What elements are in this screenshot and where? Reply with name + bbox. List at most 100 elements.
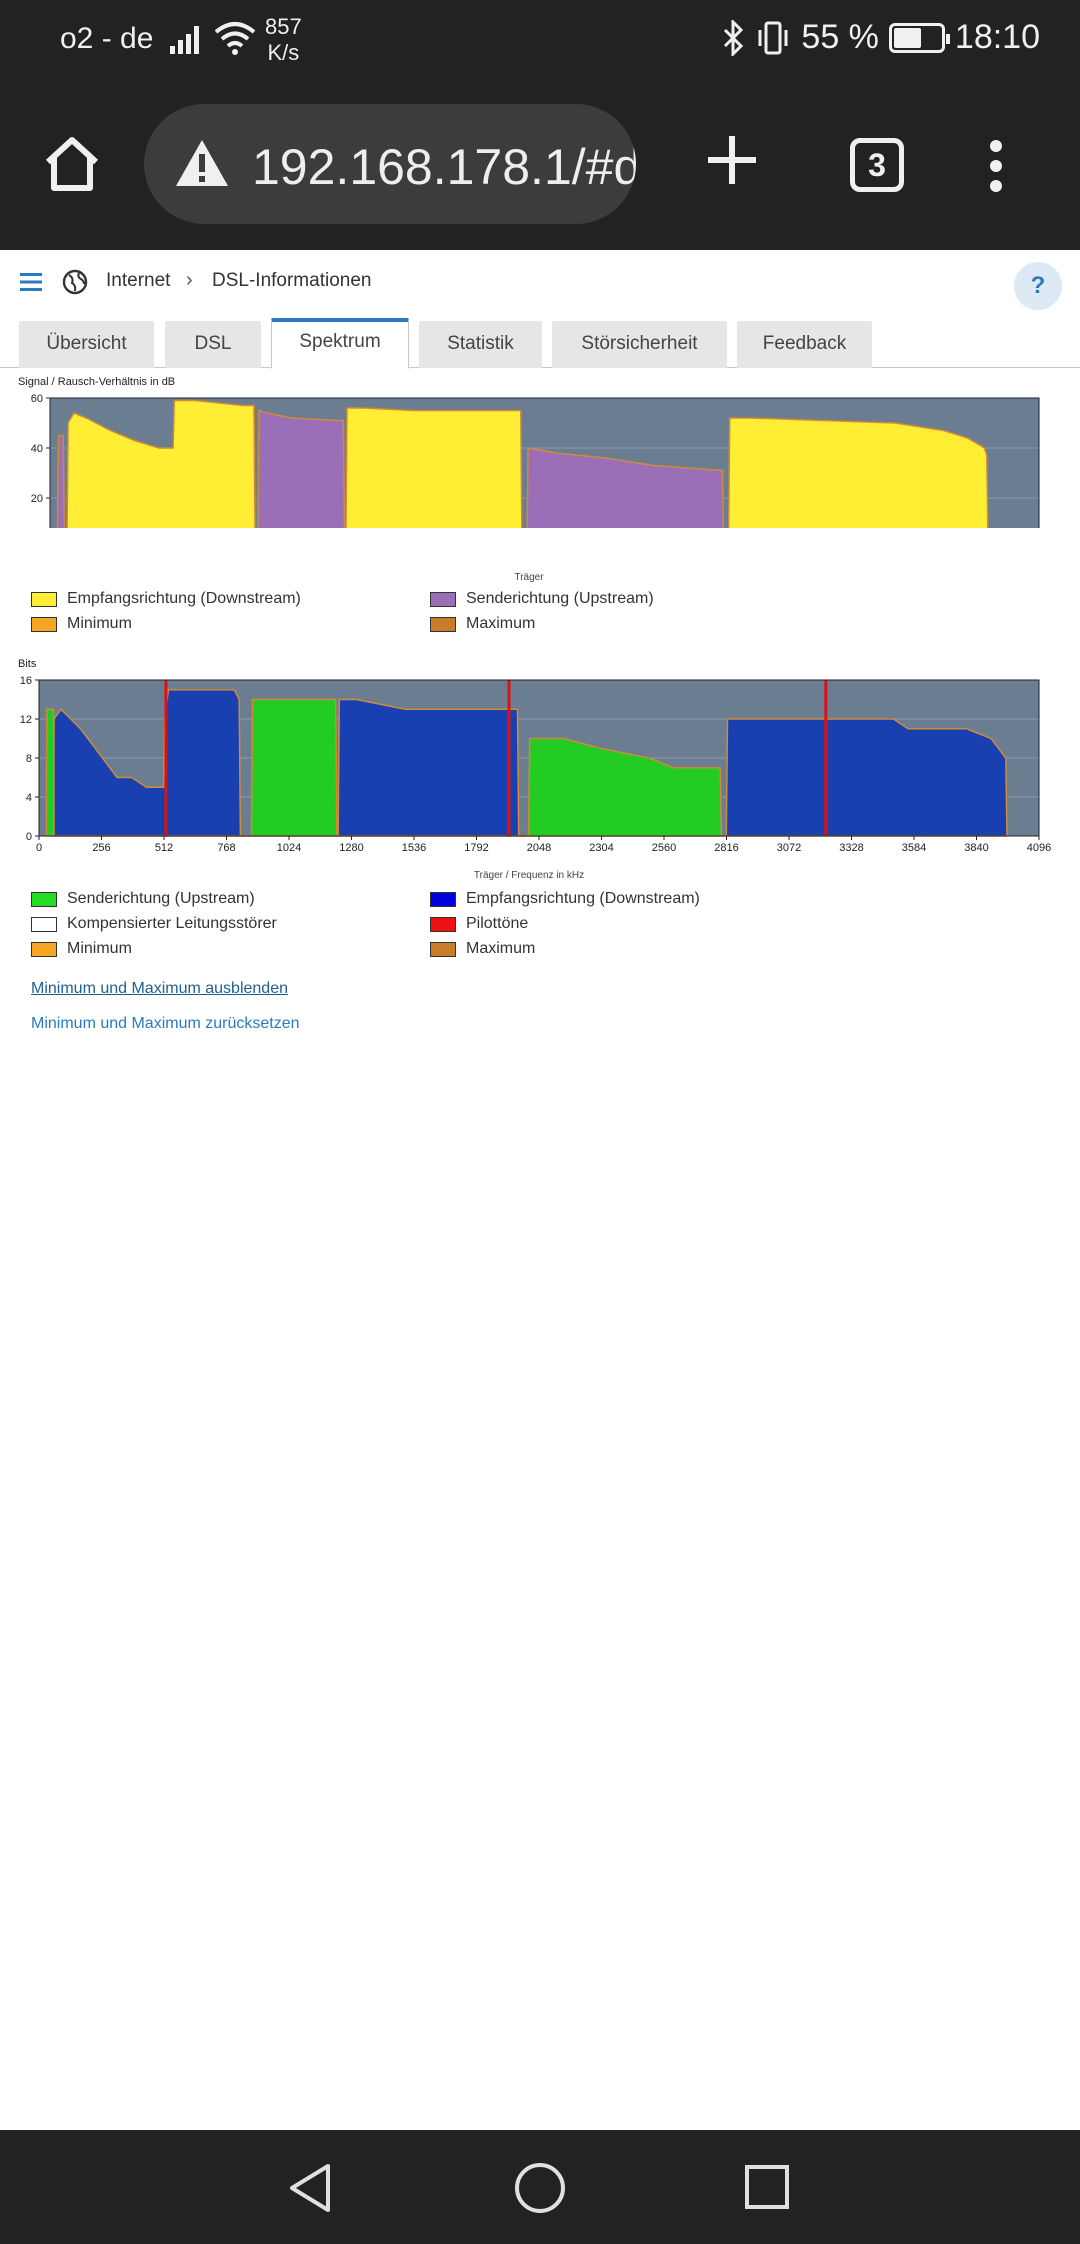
chevron-right-icon: › [186,269,193,291]
legend-label: Empfangsrichtung (Downstream) [67,590,301,607]
status-bar: o2 - de 857 K/s 55 % 18:10 [0,0,1080,82]
tab-uebersicht[interactable]: Übersicht [19,321,154,368]
chart1-legend: Empfangsrichtung (Downstream) Sendericht… [0,590,1080,650]
x-tick-label: 2304 [589,842,613,854]
legend-item: Senderichtung (Upstream) [31,890,255,908]
back-icon[interactable] [286,2162,334,2214]
y-tick-label: 16 [20,675,32,687]
legend-swatch [430,916,456,932]
legend-label: Minimum [67,940,132,957]
chart2-xlabel: Träger / Frequenz in kHz [473,870,585,881]
series-area [56,409,725,528]
tab-feedback[interactable]: Feedback [737,321,872,368]
legend-item: Maximum [430,615,535,633]
legend-item: Maximum [430,940,535,958]
bits-chart: 0 4 8 12 16 0 256 512 768 1024 1280 1536 1792 2048 230… [20,675,1051,854]
x-tick-label: 3328 [839,842,863,854]
home-nav-icon[interactable] [514,2162,566,2214]
bluetooth-icon [724,19,744,56]
tab-stoersicherheit[interactable]: Störsicherheit [552,321,727,368]
legend-label: Pilottöne [466,915,529,932]
tab-switcher-button[interactable]: 3 [850,138,904,192]
vibrate-icon [758,21,788,54]
snr-chart: 0204060025651276810241280153617922048230… [31,393,1040,528]
x-tick-label: 4096 [1027,842,1051,854]
help-button[interactable]: ? [1014,262,1062,310]
url-text[interactable]: 192.168.178.1/#d [252,139,636,195]
legend-label: Minimum [67,615,132,632]
chart1-xlabel: Träger [514,572,544,583]
chart2-title: Bits [18,658,37,670]
legend-swatch [430,891,456,907]
legend-swatch [430,591,456,607]
battery-icon [888,22,950,53]
home-icon[interactable] [40,132,104,196]
legend-label: Maximum [466,615,536,632]
x-tick-label: 3840 [964,842,988,854]
tab-bar: Übersicht DSL Spektrum Statistik Störsic… [0,318,1080,369]
y-tick-label: 4 [26,792,32,804]
legend-swatch [31,591,57,607]
x-tick-label: 1792 [464,842,488,854]
legend-label: Senderichtung (Upstream) [67,890,255,907]
battery-percent: 55 % [801,18,879,56]
breadcrumb: Internet › DSL-Informationen ? [0,250,1080,318]
plot-frame [49,397,1040,528]
y-tick-label: 8 [26,753,32,765]
clock: 18:10 [954,18,1040,56]
legend-item: Empfangsrichtung (Downstream) [31,590,301,608]
speed-value: 857 [265,14,302,39]
x-tick-label: 1536 [402,842,426,854]
x-tick-label: 2816 [714,842,738,854]
legend-label: Kompensierter Leitungsstörer [67,915,277,932]
x-tick-label: 2560 [652,842,676,854]
x-tick-label: 0 [36,842,42,854]
recent-apps-icon[interactable] [744,2164,790,2210]
system-nav-bar [0,2130,1080,2244]
tab-dsl[interactable]: DSL [165,321,261,368]
legend-swatch [31,916,57,932]
y-tick-label: 60 [31,393,43,405]
legend-label: Senderichtung (Upstream) [466,590,654,607]
legend-swatch [430,616,456,632]
address-bar[interactable]: 192.168.178.1/#d [144,104,636,224]
tab-spektrum[interactable]: Spektrum [271,318,409,369]
x-tick-label: 768 [217,842,235,854]
globe-icon [62,269,88,295]
warning-icon[interactable] [174,138,230,188]
reset-minmax-link[interactable]: Minimum und Maximum zurücksetzen [31,1015,300,1032]
x-tick-label: 256 [92,842,110,854]
wifi-icon [214,22,256,55]
hide-minmax-link[interactable]: Minimum und Maximum ausblenden [31,980,288,997]
x-tick-label: 3584 [902,842,926,854]
x-tick-label: 1024 [277,842,301,854]
legend-item: Empfangsrichtung (Downstream) [430,890,700,908]
overflow-menu-icon[interactable] [988,138,1004,194]
legend-label: Empfangsrichtung (Downstream) [466,890,700,907]
y-tick-label: 20 [31,493,43,505]
legend-swatch [31,891,57,907]
browser-toolbar: 192.168.178.1/#d 3 [0,82,1080,250]
network-speed: 857 K/s [265,14,302,66]
hamburger-menu-icon[interactable] [20,272,42,292]
breadcrumb-internet[interactable]: Internet [106,270,171,291]
new-tab-icon[interactable] [704,132,760,188]
x-tick-label: 512 [155,842,173,854]
y-tick-label: 40 [31,443,43,455]
speed-unit: K/s [267,40,300,65]
signal-icon [170,26,199,54]
carrier-label: o2 - de [60,22,154,55]
breadcrumb-dsl-info: DSL-Informationen [212,270,372,291]
chart1-title: Signal / Rausch-Verhältnis in dB [18,376,176,388]
y-tick-label: 0 [26,831,32,843]
series-area [52,689,1008,837]
legend-item: Kompensierter Leitungsstörer [31,915,277,933]
x-tick-label: 3072 [777,842,801,854]
x-tick-label: 1280 [339,842,363,854]
legend-item: Minimum [31,940,132,958]
x-tick-label: 2048 [527,842,551,854]
status-right: 55 % 18:10 [721,18,1040,57]
tab-statistik[interactable]: Statistik [419,321,542,368]
legend-item: Pilottöne [430,915,528,933]
y-tick-label: 12 [20,714,32,726]
